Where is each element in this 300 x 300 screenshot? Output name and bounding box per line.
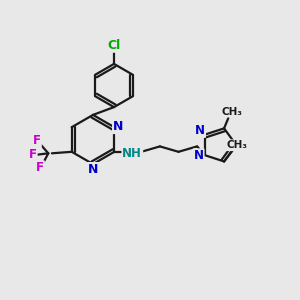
Text: F: F	[29, 148, 37, 161]
Text: F: F	[36, 161, 44, 174]
Text: N: N	[194, 149, 204, 162]
Text: Cl: Cl	[107, 39, 121, 52]
Text: N: N	[195, 124, 205, 137]
Text: F: F	[33, 134, 41, 147]
Text: CH₃: CH₃	[227, 140, 248, 150]
Text: NH: NH	[122, 147, 142, 160]
Text: CH₃: CH₃	[222, 106, 243, 117]
Text: N: N	[88, 163, 98, 176]
Text: N: N	[113, 120, 123, 133]
